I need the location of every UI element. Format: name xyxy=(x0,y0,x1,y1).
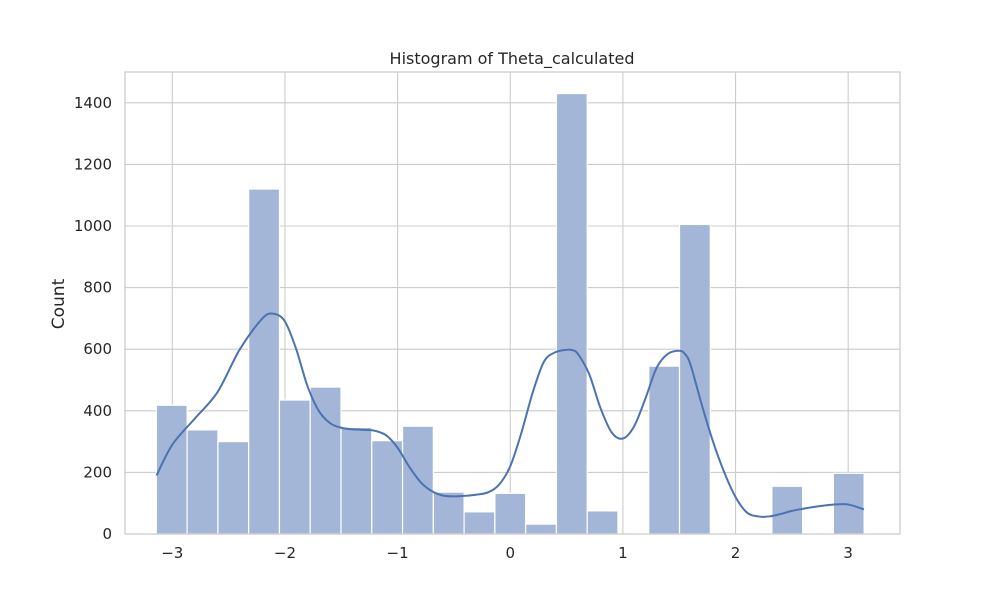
x-tick-label: 0 xyxy=(505,544,515,562)
x-tick-label: −2 xyxy=(274,544,296,562)
histogram-bar xyxy=(340,426,373,535)
histogram-bar xyxy=(555,92,588,535)
histogram-bar xyxy=(248,188,281,535)
x-tick-label: 2 xyxy=(731,544,741,562)
y-tick-label: 400 xyxy=(83,402,112,420)
chart-title: Histogram of Theta_calculated xyxy=(390,49,635,69)
histogram-bar xyxy=(371,440,404,535)
y-axis-label: Count xyxy=(49,278,69,329)
x-tick-label: −1 xyxy=(387,544,409,562)
x-tick-label: −3 xyxy=(161,544,183,562)
x-tick-label: 1 xyxy=(618,544,628,562)
histogram-bar xyxy=(494,492,527,535)
plot-frame xyxy=(124,71,901,535)
y-tick-label: 200 xyxy=(83,463,112,481)
histogram-bar xyxy=(309,386,342,535)
y-tick-label: 1000 xyxy=(74,217,112,235)
histogram-bar xyxy=(217,441,250,535)
y-tick-label: 600 xyxy=(83,340,112,358)
y-tick-label: 800 xyxy=(83,279,112,297)
y-tick-label: 0 xyxy=(102,525,112,543)
histogram-bar xyxy=(586,510,619,535)
histogram-bar xyxy=(278,399,311,535)
histogram-bar xyxy=(648,365,681,535)
x-tick-label: 3 xyxy=(843,544,853,562)
histogram-bar xyxy=(525,523,558,535)
kde-curve xyxy=(155,312,865,518)
histogram-bar xyxy=(432,491,465,535)
histogram-bar xyxy=(463,511,496,535)
kde-curve-group xyxy=(155,312,865,518)
y-tick-label: 1400 xyxy=(74,94,112,112)
histogram-bar xyxy=(186,429,219,535)
histogram-bar xyxy=(155,404,188,535)
y-tick-label: 1200 xyxy=(74,155,112,173)
tick-labels: −3 −2 −1 0 1 2 3 0 200 400 600 800 1000 1200 1400 xyxy=(74,94,853,562)
